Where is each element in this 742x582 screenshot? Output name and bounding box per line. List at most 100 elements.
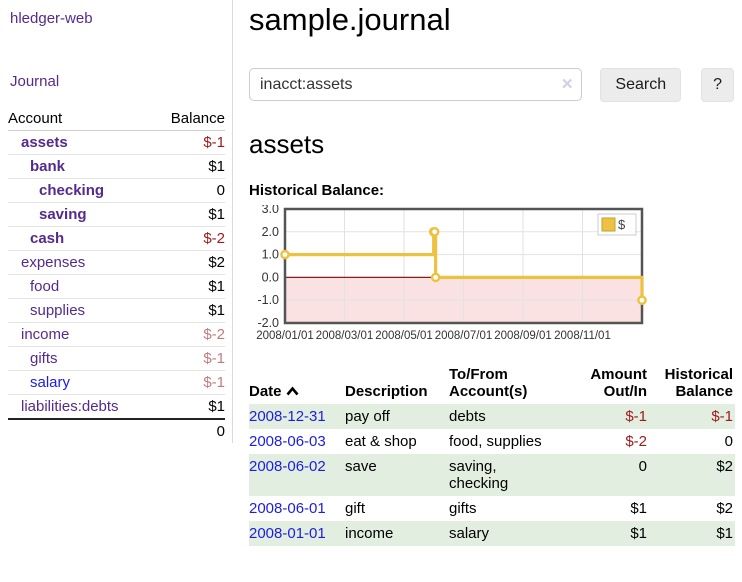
search-button[interactable]: Search <box>600 68 682 102</box>
app-brand-link[interactable]: hledger-web <box>10 10 93 27</box>
account-link-income[interactable]: income <box>21 326 70 343</box>
svg-text:1.0: 1.0 <box>262 247 279 261</box>
account-row: checking 0 <box>8 178 225 203</box>
svg-text:2008/03/01: 2008/03/01 <box>316 330 374 342</box>
transaction-accounts-cell: debts <box>449 403 567 429</box>
account-link-cash[interactable]: cash <box>30 230 65 247</box>
column-header-description[interactable]: Description <box>345 382 428 400</box>
account-row: liabilities:debts $1 <box>8 394 225 420</box>
search-box: ✕ <box>249 68 583 102</box>
account-row: assets $-1 <box>8 130 225 155</box>
svg-text:2008/09/01: 2008/09/01 <box>494 330 552 342</box>
column-header-tofrom[interactable]: To/From Account(s) <box>449 365 528 400</box>
svg-text:0.0: 0.0 <box>262 270 279 284</box>
account-link-assets[interactable]: assets <box>21 134 68 151</box>
account-balance: $-1 <box>153 370 225 395</box>
transaction-accounts-cell: gifts <box>449 499 477 517</box>
search-bar: ✕ Search ? <box>249 68 734 102</box>
svg-text:2008/01/01: 2008/01/01 <box>256 330 314 342</box>
transaction-balance-cell: $1 <box>649 520 735 546</box>
transaction-balance-cell: $-1 <box>649 403 735 429</box>
transaction-amount-cell: 0 <box>567 453 649 496</box>
transaction-description-cell: gift <box>345 499 366 517</box>
transaction-date-cell: 2008-06-03 <box>249 429 345 454</box>
account-balance: $1 <box>153 274 225 299</box>
transaction-date-link[interactable]: 2008-01-01 <box>249 524 326 542</box>
transaction-row: 2008-06-03 eat & shop food, supplies $-2 0 <box>249 429 735 454</box>
account-row: food $1 <box>8 274 225 299</box>
account-link-bank[interactable]: bank <box>30 158 66 175</box>
account-row: bank $1 <box>8 154 225 179</box>
account-link-salary[interactable]: salary <box>30 374 71 391</box>
svg-text:-2.0: -2.0 <box>257 316 279 330</box>
transaction-amount-cell: $-2 <box>625 432 647 450</box>
transaction-accounts-cell: food, supplies <box>449 432 542 450</box>
accounts-total-value: 0 <box>153 418 225 443</box>
transaction-row: 2008-06-01 gift gifts $1 $2 <box>249 496 735 521</box>
account-link-gifts[interactable]: gifts <box>30 350 58 367</box>
transaction-balance-cell: $2 <box>649 453 735 496</box>
account-link-expenses[interactable]: expenses <box>21 254 86 271</box>
help-button[interactable]: ? <box>701 68 734 102</box>
transaction-row: 2008-12-31 pay off debts $-1 $-1 <box>249 403 735 429</box>
transaction-row: 2008-06-02 save saving, checking 0 $2 <box>249 453 735 496</box>
transaction-description-cell: pay off <box>345 403 449 429</box>
page: hledger-web Journal Account Balance asse… <box>0 0 735 546</box>
account-balance: $-2 <box>153 322 225 347</box>
svg-text:2008/11/01: 2008/11/01 <box>554 330 611 342</box>
transaction-description-cell: income <box>345 520 449 546</box>
transaction-balance-cell: $2 <box>716 499 733 517</box>
account-balance: $1 <box>153 154 225 179</box>
svg-text:$: $ <box>618 217 626 232</box>
sort-ascending-icon <box>286 383 299 400</box>
account-row: cash $-2 <box>8 226 225 251</box>
accounts-header-balance: Balance <box>153 107 225 131</box>
account-link-food[interactable]: food <box>30 278 60 295</box>
svg-text:-1.0: -1.0 <box>257 293 279 307</box>
transaction-date-link[interactable]: 2008-06-01 <box>249 499 326 517</box>
account-balance: $1 <box>153 298 225 323</box>
register-account-heading: assets <box>249 128 325 159</box>
transaction-amount-cell: $1 <box>567 520 649 546</box>
account-row: gifts $-1 <box>8 346 225 371</box>
account-link-supplies[interactable]: supplies <box>30 302 86 319</box>
transactions-table: Date Description To/From Account(s) Amou… <box>249 364 735 546</box>
account-link-checking[interactable]: checking <box>39 182 105 199</box>
transaction-description-cell: eat & shop <box>345 432 417 450</box>
transaction-date-cell: 2008-01-01 <box>249 520 345 546</box>
account-balance: $2 <box>153 250 225 275</box>
chart-title: Historical Balance: <box>249 181 385 199</box>
sidebar: hledger-web Journal Account Balance asse… <box>0 0 233 443</box>
historical-balance-chart: 3.0 2.0 1.0 0.0 -1.0 -2.0 2008/01/01 2008/03/01… <box>249 205 709 348</box>
column-header-date[interactable]: Date <box>249 364 345 404</box>
column-header-amount[interactable]: Amount Out/In <box>590 365 647 400</box>
svg-text:3.0: 3.0 <box>262 205 279 216</box>
account-balance: 0 <box>153 178 225 203</box>
column-header-historical-balance[interactable]: Historical Balance <box>664 365 733 400</box>
sidebar-item-journal[interactable]: Journal <box>10 73 60 90</box>
account-link-liabilities-debts[interactable]: liabilities:debts <box>21 398 119 415</box>
account-balance: $1 <box>153 394 225 420</box>
account-row: expenses $2 <box>8 250 225 275</box>
account-balance: $-2 <box>153 226 225 251</box>
transaction-date-cell: 2008-12-31 <box>249 403 345 429</box>
svg-text:2008/05/01: 2008/05/01 <box>375 330 433 342</box>
transaction-balance-cell: 0 <box>724 432 733 450</box>
transaction-date-link[interactable]: 2008-06-03 <box>249 432 326 450</box>
transaction-amount-cell: $1 <box>630 499 647 517</box>
account-balance: $1 <box>153 202 225 227</box>
transaction-accounts-cell: saving, checking <box>449 453 567 496</box>
clear-search-icon[interactable]: ✕ <box>560 76 574 94</box>
account-link-saving[interactable]: saving <box>39 206 87 223</box>
transaction-date-link[interactable]: 2008-12-31 <box>249 407 326 425</box>
search-input[interactable] <box>249 68 583 102</box>
svg-text:2.0: 2.0 <box>262 224 279 238</box>
transaction-accounts-cell: salary <box>449 520 567 546</box>
transaction-date-cell: 2008-06-02 <box>249 453 345 496</box>
account-row: income $-2 <box>8 322 225 347</box>
account-row: supplies $1 <box>8 298 225 323</box>
transaction-date-link[interactable]: 2008-06-02 <box>249 457 326 475</box>
transaction-amount-cell: $-1 <box>567 403 649 429</box>
accounts-total-row: 0 <box>8 418 225 443</box>
